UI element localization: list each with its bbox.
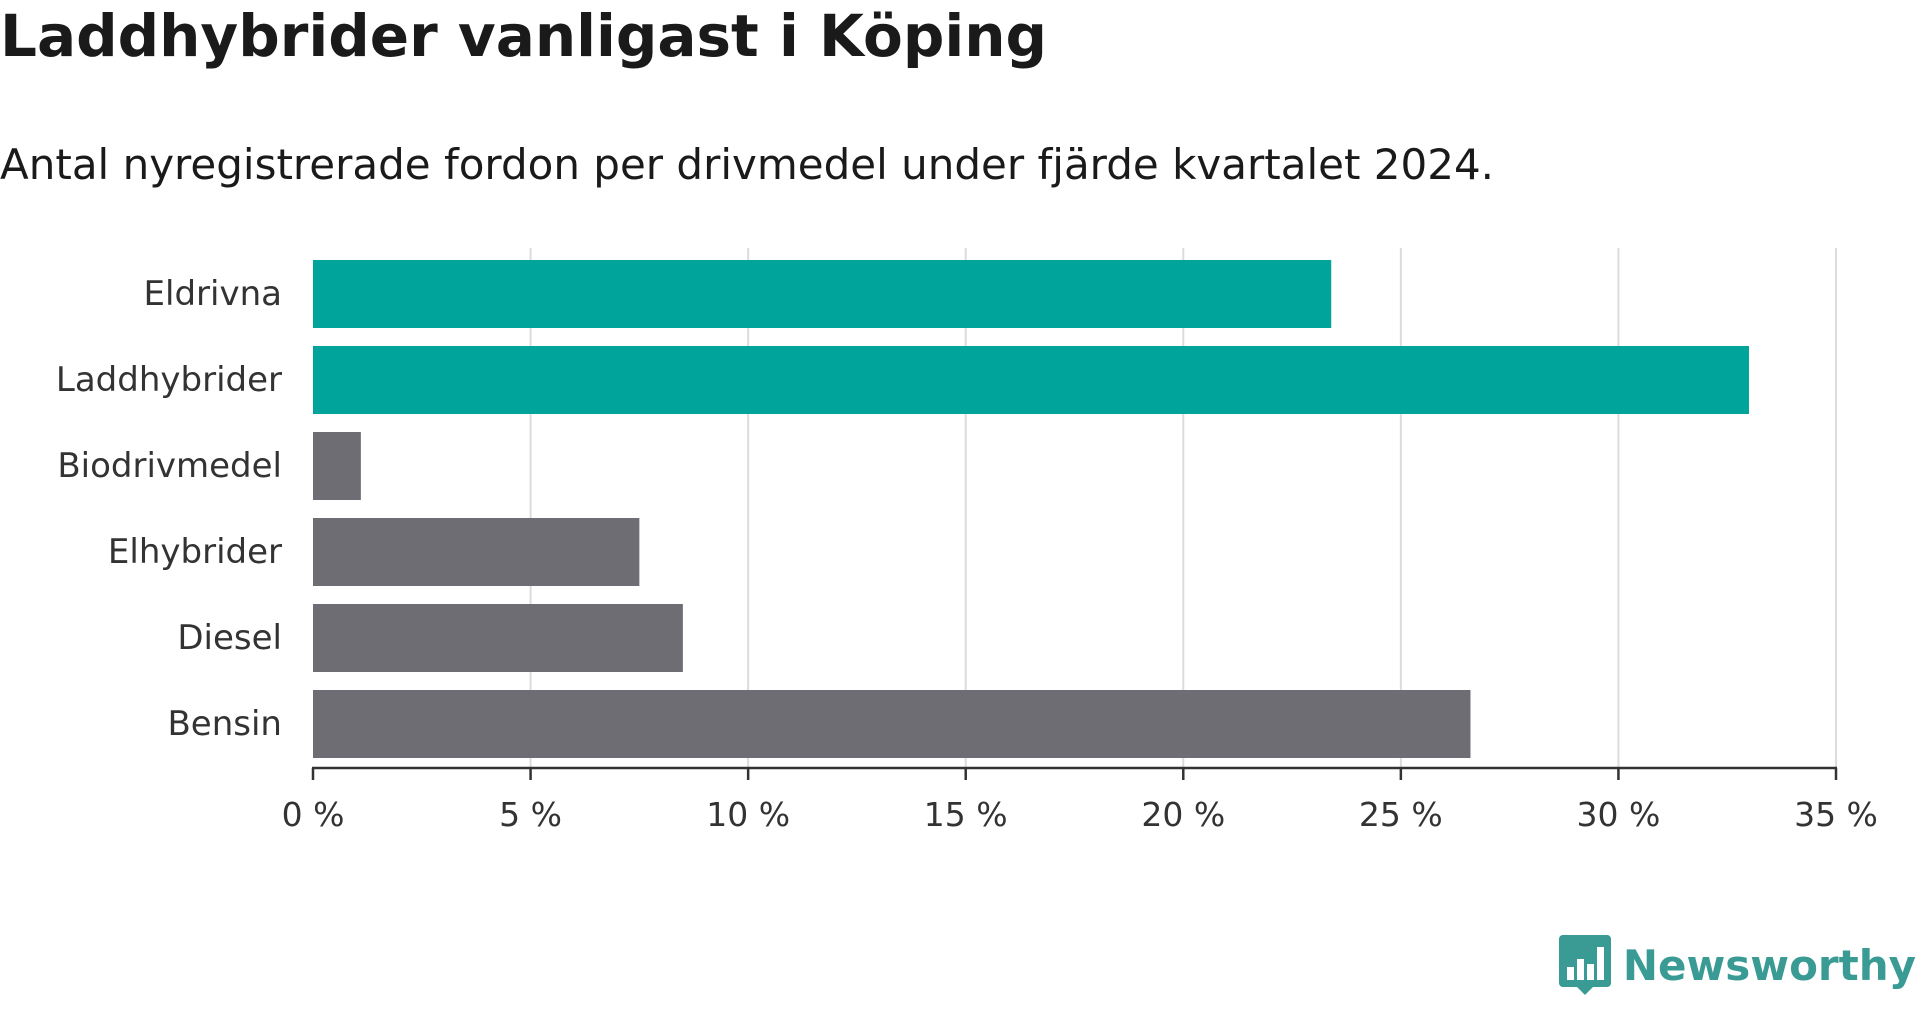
bar-biodrivmedel: [313, 432, 361, 500]
category-label: Biodrivmedel: [57, 446, 282, 486]
brand-logo: Newsworthy: [1558, 930, 1916, 1000]
bar-elhybrider: [313, 518, 640, 586]
category-label: Diesel: [177, 618, 282, 658]
x-tick-label: 15 %: [924, 795, 1008, 834]
x-tick-label: 20 %: [1141, 795, 1225, 834]
category-label: Eldrivna: [144, 274, 282, 314]
bar-chart-speech-bubble-icon: [1558, 935, 1611, 995]
chart-title: Laddhybrider vanligast i Köping: [0, 2, 1048, 70]
bar-eldrivna: [313, 260, 1332, 328]
x-tick-label: 10 %: [706, 795, 790, 834]
brand-name: Newsworthy: [1622, 940, 1916, 990]
x-tick-label: 30 %: [1577, 795, 1661, 834]
chart-subtitle: Antal nyregistrerade fordon per drivmede…: [0, 140, 1495, 189]
x-tick-label: 25 %: [1359, 795, 1443, 834]
x-tick-label: 35 %: [1794, 795, 1878, 834]
x-tick-label: 0 %: [282, 795, 345, 834]
category-labels: Eldrivna Laddhybrider Biodrivmedel Elhybrid…: [56, 274, 282, 744]
bars: [313, 260, 1749, 758]
x-axis: 0 % 5 % 10 % 15 % 20 % 25 % 30 % 35 %: [282, 766, 1878, 834]
gridlines: [529, 248, 1837, 768]
bar-bensin: [313, 690, 1471, 758]
bar-laddhybrider: [313, 346, 1749, 414]
x-tick-label: 5 %: [499, 795, 562, 834]
category-label: Laddhybrider: [56, 360, 282, 400]
category-label: Bensin: [167, 704, 282, 744]
category-label: Elhybrider: [108, 532, 282, 572]
bar-diesel: [313, 604, 683, 672]
